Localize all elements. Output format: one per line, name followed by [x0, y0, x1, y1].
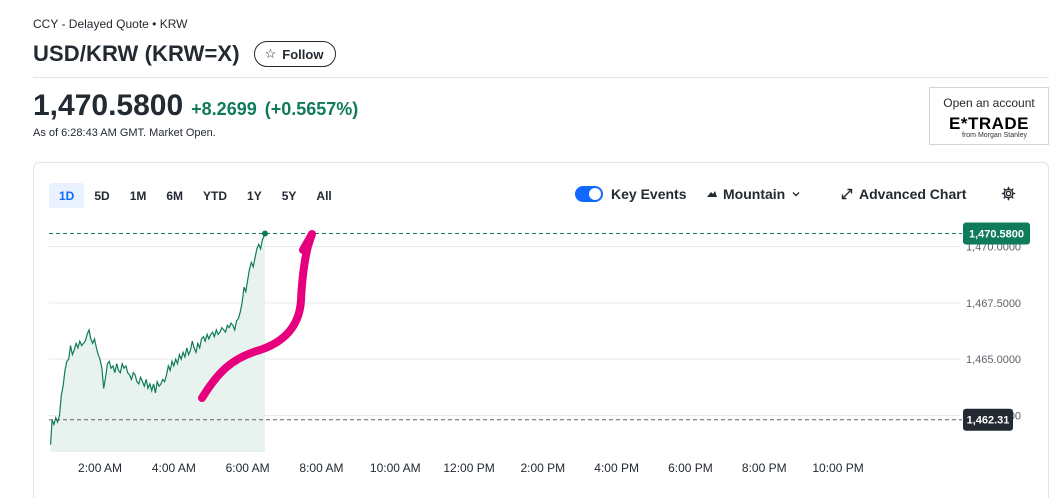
x-tick-label: 12:00 PM	[443, 461, 494, 475]
ad-sub: from Morgan Stanley	[962, 132, 1027, 139]
settings-button[interactable]	[1001, 186, 1016, 201]
x-tick-label: 10:00 AM	[370, 461, 421, 475]
ad-text: Open an account	[943, 96, 1035, 110]
x-axis-ticks: 2:00 AM 4:00 AM 6:00 AM 8:00 AM 10:00 AM 12:0…	[78, 461, 864, 475]
mountain-icon	[707, 191, 717, 197]
advanced-chart-button[interactable]: Advanced Chart	[841, 186, 966, 202]
expand-icon	[841, 188, 853, 200]
hand-drawn-arrow-annotation	[198, 230, 316, 402]
header-divider	[33, 77, 1049, 78]
range-1d[interactable]: 1D	[49, 183, 85, 208]
chevron-down-icon	[792, 192, 800, 197]
x-tick-label: 2:00 PM	[520, 461, 565, 475]
y-tick-label: 1,470.0000	[966, 242, 1021, 254]
y-tick-label: 1,467.5000	[966, 298, 1021, 310]
advanced-chart-label: Advanced Chart	[859, 186, 967, 202]
range-6m[interactable]: 6M	[166, 188, 184, 203]
star-icon: ☆	[264, 46, 277, 61]
mountain-label: Mountain	[723, 186, 786, 202]
x-tick-label: 6:00 PM	[668, 461, 713, 475]
page-title: USD/KRW (KRW=X)	[33, 41, 240, 66]
gear-icon	[1001, 186, 1016, 201]
range-1y[interactable]: 1Y	[247, 188, 262, 203]
x-tick-label: 8:00 AM	[299, 461, 343, 475]
current-price-badge: 1,470.5800	[963, 222, 1030, 245]
previous-close-badge-text: 1,462.31	[967, 415, 1010, 427]
x-tick-label: 6:00 AM	[226, 461, 270, 475]
follow-label: Follow	[282, 46, 324, 62]
mountain-dropdown[interactable]: Mountain	[706, 186, 801, 202]
x-tick-label: 4:00 PM	[594, 461, 639, 475]
x-tick-label: 4:00 AM	[152, 461, 196, 475]
range-1m[interactable]: 1M	[129, 188, 147, 203]
previous-close-badge: 1,462.31	[963, 408, 1013, 431]
current-price-dot	[261, 230, 268, 237]
current-price: 1,470.5800	[33, 89, 184, 122]
range-all[interactable]: All	[316, 188, 332, 203]
range-5d[interactable]: 5D	[94, 188, 110, 203]
x-tick-label: 10:00 PM	[812, 461, 863, 475]
key-events-toggle[interactable]	[575, 186, 603, 202]
etrade-ad[interactable]: Open an account E*TRADE from Morgan Stan…	[929, 87, 1049, 145]
range-selector: 1D 5D 1M 6M YTD 1Y 5Y All	[49, 183, 342, 208]
x-tick-label: 8:00 PM	[742, 461, 787, 475]
range-5y[interactable]: 5Y	[281, 188, 297, 203]
etrade-logo: E*TRADE	[948, 114, 1029, 133]
price-change-percent: (+0.5657%)	[264, 99, 359, 119]
price-line	[50, 233, 266, 445]
price-change: +8.2699	[191, 99, 257, 119]
range-ytd[interactable]: YTD	[203, 188, 228, 203]
quote-meta: CCY - Delayed Quote • KRW	[33, 17, 188, 31]
price-area-fill	[50, 233, 265, 452]
follow-button[interactable]: ☆ Follow	[253, 41, 337, 67]
x-tick-label: 2:00 AM	[78, 461, 122, 475]
key-events-label: Key Events	[611, 186, 687, 202]
current-price-badge-text: 1,470.5800	[969, 228, 1024, 240]
key-events-control[interactable]: Key Events	[575, 186, 686, 202]
y-tick-label: 1,465.0000	[966, 354, 1021, 366]
quote-timestamp: As of 6:28:43 AM GMT. Market Open.	[33, 127, 216, 139]
